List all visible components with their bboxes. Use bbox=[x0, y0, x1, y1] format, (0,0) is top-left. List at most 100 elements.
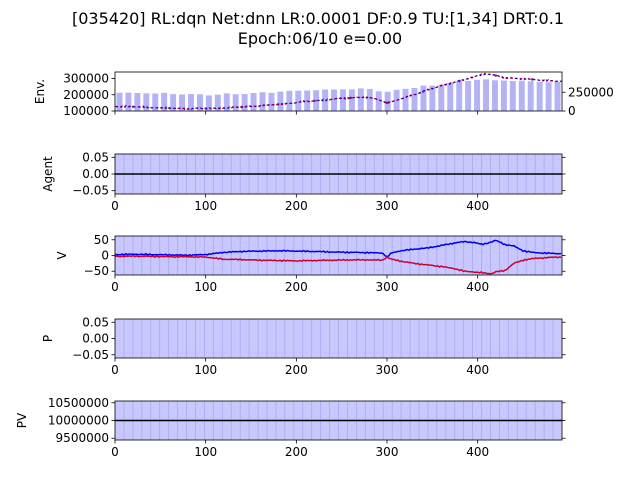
xtick-label: 100 bbox=[194, 199, 217, 213]
volume-bar bbox=[420, 85, 427, 111]
y2tick-label: 0 bbox=[568, 104, 576, 118]
y2tick-label: 250000 bbox=[568, 85, 614, 99]
ytick-label: 0.00 bbox=[82, 167, 109, 181]
ytick-label: −0.05 bbox=[72, 348, 109, 362]
volume-bar bbox=[402, 88, 409, 111]
xtick-label: 0 bbox=[111, 445, 119, 459]
plot-area-pv bbox=[115, 401, 562, 440]
xtick-label: 400 bbox=[466, 280, 489, 294]
ytick-label: 10500000 bbox=[48, 396, 109, 410]
volume-bar bbox=[500, 80, 507, 111]
volume-bar bbox=[196, 94, 203, 111]
ytick-label: 0.05 bbox=[82, 150, 109, 164]
xtick-label: 400 bbox=[466, 199, 489, 213]
xtick-label: 100 bbox=[194, 445, 217, 459]
ytick-label: 0.05 bbox=[82, 315, 109, 329]
volume-bar bbox=[465, 81, 472, 111]
trade-marker bbox=[458, 79, 461, 83]
volume-bar bbox=[474, 79, 481, 111]
plot-area-env bbox=[115, 72, 562, 111]
ylabel-pv: PV bbox=[15, 412, 29, 428]
volume-bar bbox=[518, 80, 525, 111]
xtick-label: 300 bbox=[376, 363, 399, 377]
trade-marker bbox=[385, 101, 389, 105]
volume-bar bbox=[447, 82, 454, 111]
volume-bar bbox=[348, 89, 355, 111]
volume-bar bbox=[366, 89, 373, 111]
xtick-label: 0 bbox=[111, 363, 119, 377]
subplot-v: −500 50 0 100 200 300 400 V bbox=[55, 233, 566, 294]
ytick-label: −0.05 bbox=[72, 184, 109, 198]
subplot-env: 100000 200000 300000 0 250000 Env. bbox=[33, 72, 614, 119]
volume-bar bbox=[491, 80, 498, 111]
ytick-label: 0.00 bbox=[82, 332, 109, 346]
volume-bar bbox=[545, 82, 552, 111]
trade-marker bbox=[494, 74, 498, 77]
volume-bar bbox=[241, 93, 248, 111]
ytick-label: 300000 bbox=[63, 72, 109, 86]
xtick-label: 0 bbox=[111, 199, 119, 213]
volume-bar bbox=[527, 81, 534, 111]
ylabel-v: V bbox=[55, 251, 69, 260]
volume-bar bbox=[223, 93, 230, 111]
volume-bar bbox=[411, 87, 418, 111]
subplot-p: −0.05 0.00 0.05 0 100 200 300 400 P bbox=[41, 315, 566, 377]
xtick-label: 400 bbox=[466, 445, 489, 459]
volume-bar bbox=[536, 81, 543, 111]
volume-bar bbox=[188, 94, 194, 111]
volume-bar bbox=[161, 92, 168, 111]
xtick-label: 200 bbox=[285, 445, 308, 459]
trade-marker bbox=[168, 107, 171, 110]
trade-marker bbox=[349, 96, 352, 100]
volume-bar bbox=[429, 85, 436, 111]
volume-bar bbox=[277, 91, 284, 111]
volume-bar bbox=[170, 94, 177, 111]
volume-bar bbox=[259, 92, 266, 111]
volume-bar bbox=[125, 92, 132, 111]
volume-bar bbox=[375, 91, 382, 111]
volume-bar bbox=[357, 88, 364, 111]
ytick-label: 9500000 bbox=[56, 431, 109, 445]
volume-bar bbox=[152, 93, 159, 111]
ylabel-agent: Agent bbox=[41, 156, 55, 192]
axes-frame-env bbox=[114, 71, 563, 112]
subplots: 100 0 0 0 200000 300000 0 250000 Env. −0.05 0.00 0.… bbox=[15, 72, 614, 460]
trade-marker bbox=[530, 78, 534, 81]
subplot-pv: 9500000 10000000 10500000 0 100 200 300 400 PV bbox=[15, 396, 566, 459]
xtick-label: 300 bbox=[376, 445, 399, 459]
xtick-label: 100 bbox=[194, 363, 217, 377]
volume-bar bbox=[250, 92, 257, 111]
figure-title-line1: [035420] RL:dqn Net:dnn LR:0.0001 DF:0.9… bbox=[72, 9, 564, 28]
trade-marker bbox=[277, 103, 280, 106]
trade-marker bbox=[204, 107, 207, 110]
volume-bar bbox=[286, 90, 293, 111]
trade-marker bbox=[131, 105, 135, 108]
plot-area-p bbox=[115, 319, 562, 358]
xtick-label: 200 bbox=[285, 199, 308, 213]
volume-bar bbox=[214, 94, 221, 111]
volume-bar bbox=[554, 81, 561, 111]
xtick-label: 100 bbox=[194, 280, 217, 294]
ytick-label: 50 bbox=[94, 233, 109, 247]
volume-bar bbox=[268, 92, 275, 111]
xtick-label: 400 bbox=[466, 363, 489, 377]
volume-bar bbox=[456, 81, 463, 111]
volume-bar bbox=[134, 93, 141, 111]
xtick-label: 200 bbox=[285, 363, 308, 377]
volume-bar bbox=[179, 94, 186, 111]
series-line-red bbox=[115, 254, 562, 275]
trade-marker bbox=[313, 99, 316, 103]
ytick-label: −50 bbox=[84, 264, 109, 278]
ytick-label: 200000 bbox=[63, 88, 109, 102]
ytick-label: 10000000 bbox=[48, 414, 109, 428]
volume-bar bbox=[232, 94, 239, 111]
volume-bar bbox=[340, 89, 346, 111]
volume-bar bbox=[509, 80, 516, 111]
xtick-label: 300 bbox=[376, 199, 399, 213]
ylabel-env: Env. bbox=[33, 79, 47, 104]
trade-marker bbox=[240, 105, 244, 109]
trade-marker bbox=[422, 90, 425, 93]
ylabel-p: P bbox=[41, 335, 55, 342]
volume-bar bbox=[205, 95, 212, 111]
